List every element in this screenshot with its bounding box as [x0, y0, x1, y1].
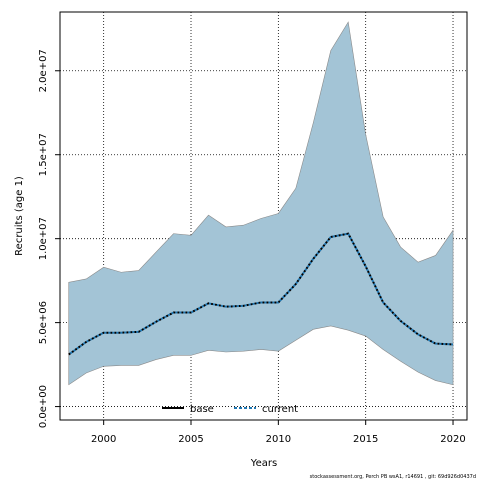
y-tick-label-1: 5.0e+06 [38, 301, 49, 344]
x-tick-label-2000: 2000 [91, 434, 116, 445]
x-tick-label-2010: 2010 [266, 434, 291, 445]
confidence-band-layer [68, 21, 454, 386]
legend: base current [162, 404, 298, 415]
y-tick-label-3: 1.5e+07 [38, 133, 49, 176]
x-axis: 2000 2005 2010 2015 2020 [91, 420, 466, 445]
y-tick-label-2: 1.0e+07 [38, 217, 49, 260]
plot-frame [59, 11, 468, 421]
x-tick-label-2015: 2015 [353, 434, 378, 445]
series-line-current [68, 232, 454, 356]
y-tick-label-4: 2.0e+07 [38, 49, 49, 92]
x-tick-label-2020: 2020 [440, 434, 465, 445]
confidence-band [68, 21, 454, 386]
x-tick-label-2005: 2005 [178, 434, 203, 445]
y-axis: 0.0e+00 5.0e+06 1.0e+07 1.5e+07 2.0e+07 [38, 49, 60, 428]
legend-label-current: current [262, 404, 298, 415]
y-axis-title: Recruits (age 1) [14, 176, 25, 256]
x-axis-title: Years [250, 458, 277, 469]
y-tick-label-0: 0.0e+00 [38, 385, 49, 428]
legend-label-base: base [190, 404, 214, 415]
series-layer [68, 232, 454, 356]
footnote: stockassessment.org, Perch PB wsA1, r146… [310, 474, 476, 480]
